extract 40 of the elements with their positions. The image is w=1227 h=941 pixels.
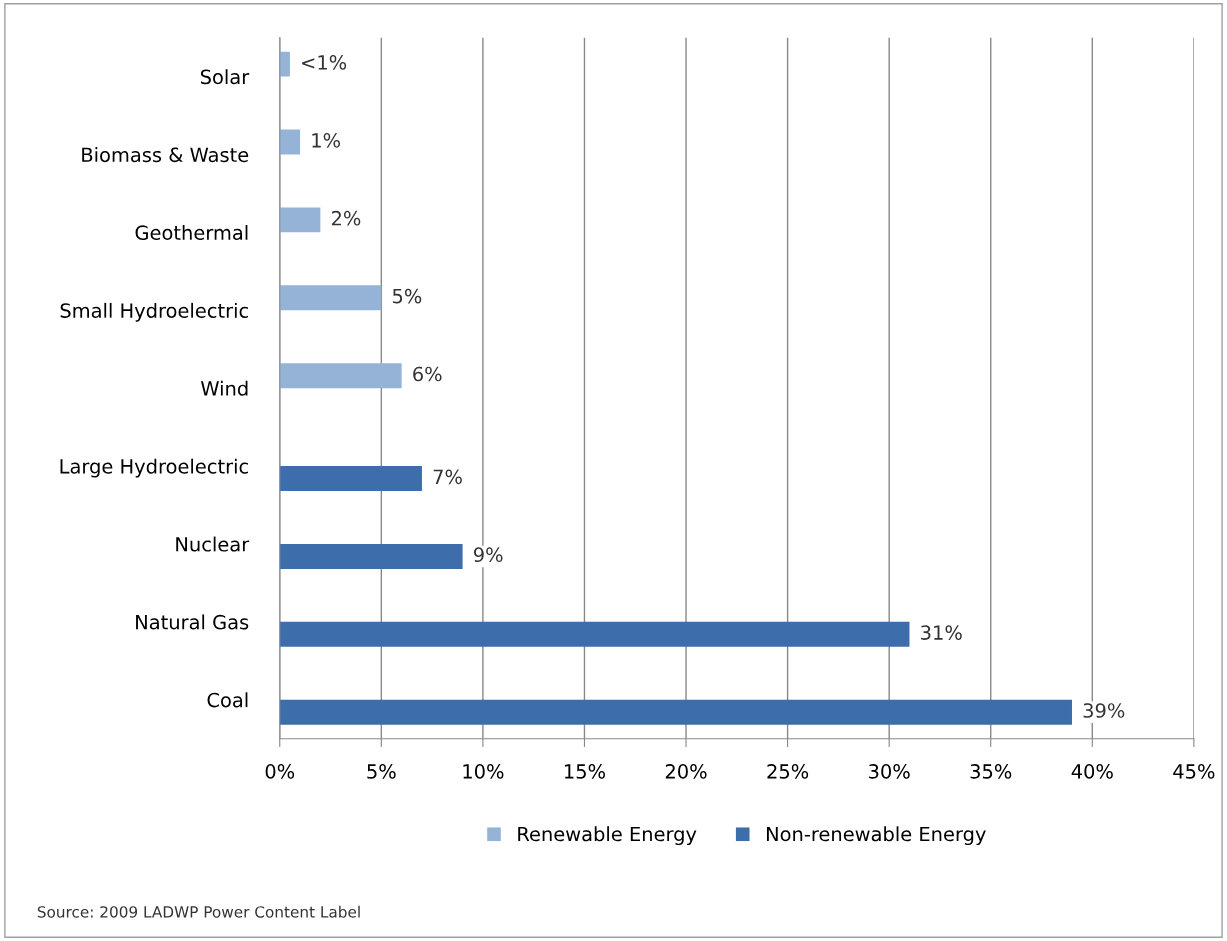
x-tick-label: 20%: [665, 764, 707, 779]
x-tick-label: 0%: [265, 764, 295, 779]
data-label: 31%: [921, 625, 962, 640]
x-tick-label: 10%: [463, 764, 504, 779]
bar: [279, 699, 1072, 725]
y-tick-label: Small Hydroelectric: [60, 302, 248, 322]
y-tick-label: Solar: [200, 69, 250, 85]
data-label: 39%: [1083, 703, 1125, 718]
bar: [279, 543, 463, 569]
y-tick-label: Wind: [200, 380, 248, 396]
bar: [279, 285, 382, 311]
data-label: 2%: [331, 210, 361, 226]
data-label: 5%: [392, 288, 422, 304]
y-tick-label: Biomass & Waste: [82, 147, 249, 163]
y-tick-label: Natural Gas: [136, 614, 249, 630]
legend-label: Renewable Energy: [518, 826, 697, 846]
data-label: 1%: [312, 132, 340, 148]
x-tick-label: 30%: [869, 764, 910, 779]
y-tick-label: Large Hydroelectric: [60, 458, 248, 478]
y-tick-label: Geothermal: [135, 224, 248, 241]
data-label: 6%: [413, 366, 442, 382]
x-tick-label: 45%: [1173, 764, 1215, 779]
bar: [279, 207, 321, 233]
x-tick-label: 40%: [1071, 764, 1113, 779]
data-label: <1%: [302, 55, 347, 70]
x-tick-label: 35%: [970, 764, 1012, 779]
source-note: Source: 2009 LADWP Power Content Label: [37, 905, 360, 918]
bar: [279, 129, 301, 155]
x-tick-label: 25%: [767, 764, 809, 779]
bar: [279, 621, 910, 647]
data-label: 7%: [433, 469, 462, 485]
legend-label: Non-renewable Energy: [766, 826, 986, 846]
y-tick-label: Nuclear: [176, 536, 250, 552]
bar: [279, 466, 422, 491]
bar: [279, 51, 290, 77]
data-label: 9%: [473, 547, 503, 563]
bar: [279, 363, 402, 389]
x-tick-label: 15%: [564, 764, 605, 779]
y-tick-label: Coal: [207, 692, 248, 708]
x-tick-label: 5%: [367, 764, 396, 779]
